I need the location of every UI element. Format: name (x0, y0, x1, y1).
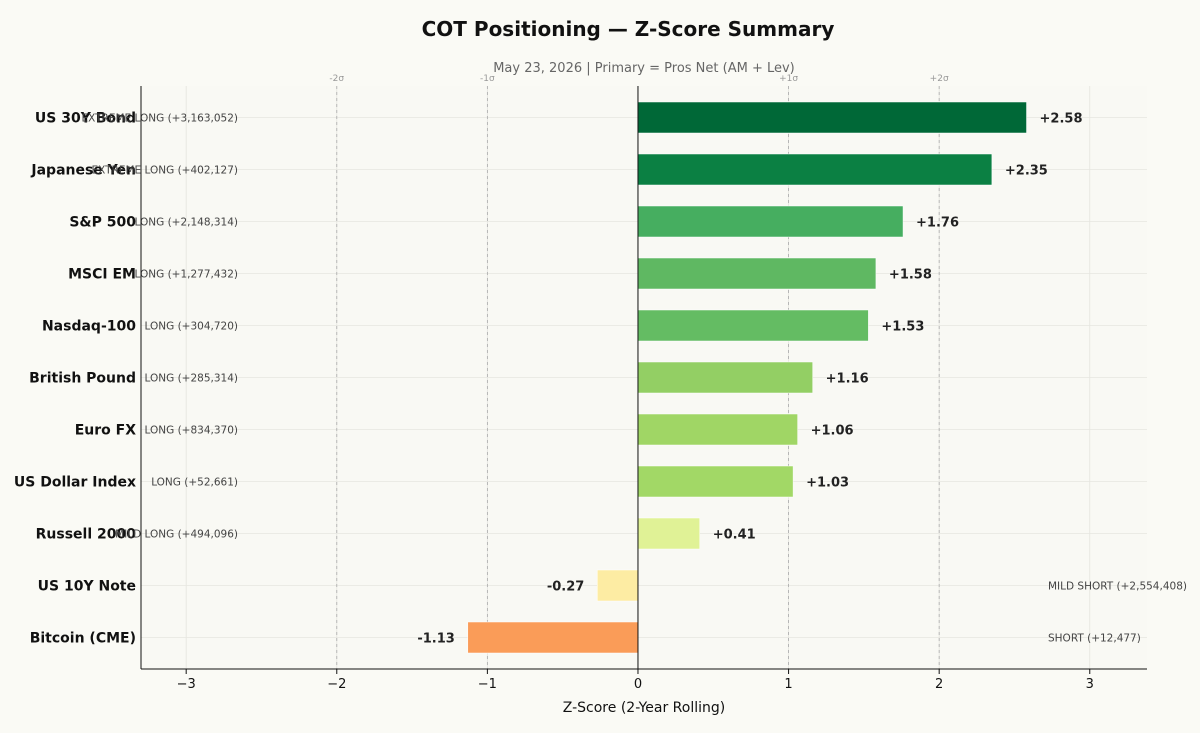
category-label: Japanese Yen (30, 163, 136, 179)
category-label: S&P 500 (69, 215, 136, 231)
bar (637, 517, 700, 550)
sigma-label: +2σ (930, 74, 949, 84)
value-label: +1.76 (916, 216, 959, 231)
category-label: British Pound (29, 371, 136, 387)
value-label: +0.41 (713, 528, 756, 543)
value-label: +1.53 (881, 320, 924, 335)
category-label: MSCI EM (68, 267, 136, 283)
category-label: Nasdaq-100 (42, 319, 136, 335)
position-label: LONG (+285,314) (145, 373, 238, 385)
x-tick-label: 2 (935, 677, 943, 692)
bar (637, 465, 794, 498)
bar (637, 101, 1027, 134)
position-label: LONG (+52,661) (151, 477, 238, 489)
sigma-label: -1σ (480, 74, 495, 84)
bar (637, 361, 813, 394)
x-tick-label: 3 (1086, 677, 1094, 692)
x-tick-label: −2 (327, 677, 346, 692)
category-label: US 10Y Note (38, 579, 136, 595)
category-label: Euro FX (75, 423, 136, 439)
x-tick-label: 1 (784, 677, 792, 692)
position-label: LONG (+834,370) (145, 425, 238, 437)
position-label: LONG (+1,277,432) (135, 269, 239, 281)
position-label: EXTREME LONG (+3,163,052) (81, 113, 238, 125)
bar (637, 413, 798, 446)
x-ticks: −3 −2 −1 0 1 2 3 (177, 669, 1094, 692)
position-label: MILD LONG (+494,096) (115, 529, 238, 541)
sigma-label: +1σ (779, 74, 798, 84)
bar (597, 569, 639, 602)
sigma-label: -2σ (329, 74, 344, 84)
category-label: US Dollar Index (14, 475, 136, 491)
bars-layer (467, 101, 1027, 654)
value-label: +1.58 (889, 268, 932, 283)
value-label: -0.27 (547, 580, 584, 595)
chart-subtitle: May 23, 2026 | Primary = Pros Net (AM + … (493, 61, 795, 76)
value-label: +1.16 (826, 372, 869, 387)
category-label: Bitcoin (CME) (30, 631, 136, 647)
category-label: Russell 2000 (36, 527, 137, 543)
bar (637, 309, 869, 342)
position-label: LONG (+304,720) (145, 321, 238, 333)
bar (637, 153, 993, 186)
value-label: +1.03 (806, 476, 849, 491)
value-label: +1.06 (811, 424, 854, 439)
bar (467, 621, 639, 654)
value-label: +2.58 (1040, 112, 1083, 127)
x-tick-label: 0 (634, 677, 642, 692)
category-label: US 30Y Bond (35, 111, 136, 127)
value-label: +2.35 (1005, 164, 1048, 179)
bar (637, 205, 904, 238)
chart-title: COT Positioning — Z-Score Summary (422, 17, 835, 41)
labels-layer: US 30Y Bond +2.58 EXTREME LONG (+3,163,052… (14, 111, 1187, 647)
position-label: MILD SHORT (+2,554,408) (1048, 581, 1187, 593)
x-axis-label: Z-Score (2-Year Rolling) (563, 700, 725, 716)
x-tick-label: −3 (177, 677, 196, 692)
position-label: SHORT (+12,477) (1048, 633, 1141, 645)
position-label: LONG (+2,148,314) (135, 217, 239, 229)
value-label: -1.13 (417, 632, 454, 647)
x-tick-label: −1 (478, 677, 497, 692)
position-label: EXTREME LONG (+402,127) (92, 165, 239, 177)
bar (637, 257, 877, 290)
